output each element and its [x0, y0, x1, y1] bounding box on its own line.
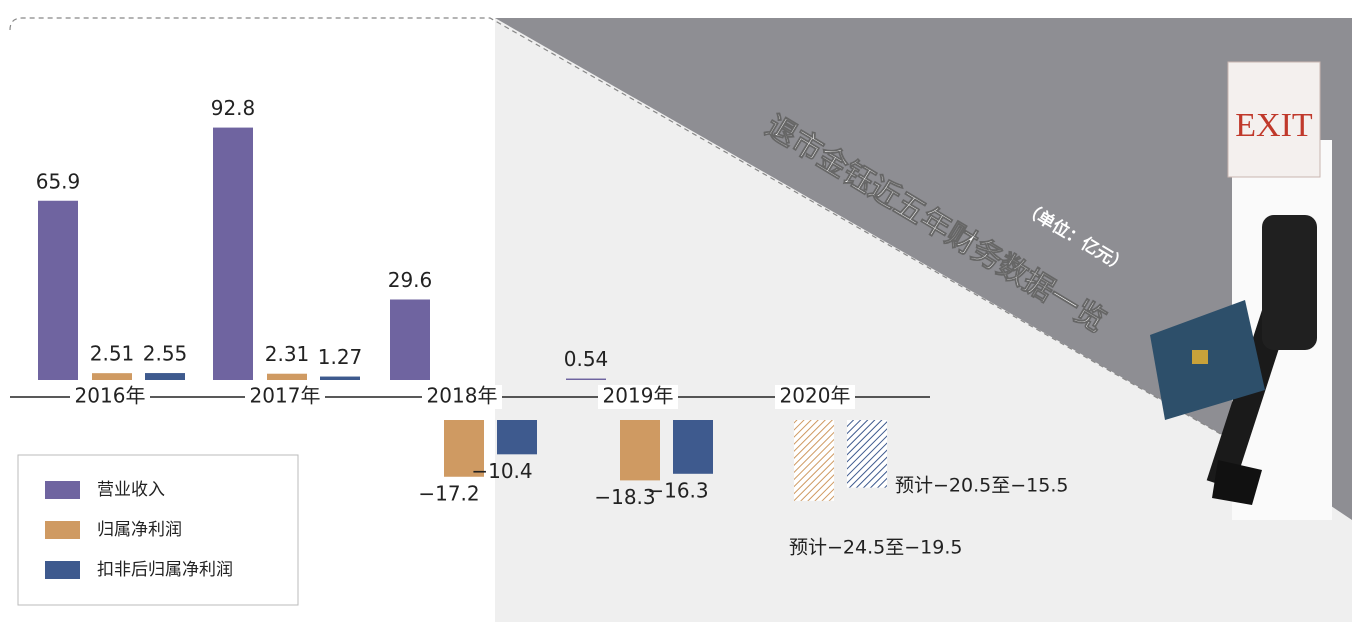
- value-label: 92.8: [211, 96, 256, 120]
- bar: [673, 420, 713, 474]
- bar: [620, 420, 660, 480]
- legend-label: 营业收入: [97, 480, 165, 500]
- bar: [566, 379, 606, 380]
- value-label: 2.55: [143, 342, 188, 366]
- value-label: 2.51: [90, 342, 135, 366]
- x-tick-label: 2016年: [75, 384, 146, 408]
- x-tick-label: 2020年: [780, 384, 851, 408]
- value-label: 1.27: [318, 345, 363, 369]
- bar: [320, 377, 360, 380]
- legend-label: 扣非后归属净利润: [97, 560, 233, 580]
- value-label: −10.4: [471, 459, 532, 483]
- x-tick-label: 2018年: [427, 384, 498, 408]
- value-label: 0.54: [564, 347, 609, 371]
- exit-sign: EXIT: [1235, 107, 1313, 144]
- legend-swatch: [45, 561, 80, 579]
- forecast-label: 预计−20.5至−15.5: [895, 475, 1068, 497]
- value-label: 2.31: [265, 342, 310, 366]
- bar: [267, 374, 307, 380]
- forecast-bar: [794, 420, 834, 501]
- legend-label: 归属净利润: [97, 520, 182, 540]
- bar: [38, 201, 78, 380]
- bar: [145, 373, 185, 380]
- legend-swatch: [45, 521, 80, 539]
- bar: [497, 420, 537, 454]
- x-tick-label: 2017年: [250, 384, 321, 408]
- value-label: −16.3: [647, 478, 708, 502]
- forecast-label: 预计−24.5至−19.5: [789, 537, 962, 559]
- infographic: EXIT 退市金钰近五年财务数据一览 （单位：亿元） 2016年2017年201…: [0, 0, 1352, 622]
- legend-swatch: [45, 481, 80, 499]
- forecast-bar: [847, 420, 887, 488]
- bar: [213, 128, 253, 380]
- value-label: 65.9: [36, 169, 81, 193]
- bar: [390, 299, 430, 380]
- x-tick-label: 2019年: [603, 384, 674, 408]
- value-label: −17.2: [418, 481, 479, 505]
- value-label: 29.6: [388, 268, 433, 292]
- bar: [92, 373, 132, 380]
